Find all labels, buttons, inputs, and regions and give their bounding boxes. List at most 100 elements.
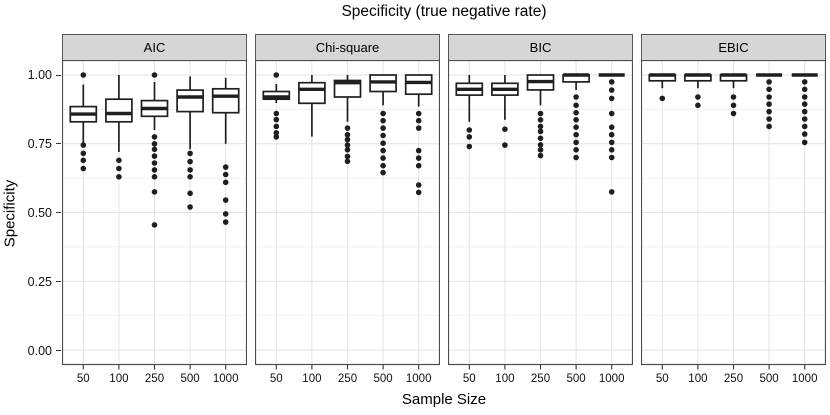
x-tick-label: 500: [760, 373, 779, 385]
boxplot-BIC-50: [455, 75, 484, 150]
outlier-point: [151, 141, 158, 147]
outlier-point: [730, 110, 737, 117]
y-tick-mark: [56, 349, 61, 351]
boxplot-BIC-500: [562, 73, 590, 161]
outlier-point: [344, 158, 351, 165]
y-tick-label: 0.00: [27, 343, 52, 358]
y-tick-mark: [56, 143, 61, 145]
outlier-point: [273, 72, 280, 78]
facet-plot-ebic: 50 100 250 500 1000: [641, 60, 826, 395]
outlier-point: [608, 139, 615, 146]
outlier-point: [222, 197, 229, 203]
outlier-point: [766, 86, 772, 93]
outlier-point: [801, 108, 808, 115]
outlier-point: [537, 152, 544, 159]
box: [176, 89, 204, 113]
outlier-point: [608, 124, 615, 130]
boxplot-BIC-250: [526, 74, 555, 159]
boxplot-EBIC-250: [719, 73, 748, 117]
outlier-point: [187, 158, 193, 165]
outlier-point: [659, 95, 666, 102]
panel-BIC: 50 100 250 500 1000: [448, 60, 633, 385]
outlier-point: [695, 102, 701, 109]
y-tick-mark: [56, 74, 61, 76]
outlier-point: [80, 142, 87, 148]
x-tick-label: 50: [463, 373, 476, 385]
facet-strip-bic: BIC: [448, 34, 633, 61]
outlier-point: [608, 147, 615, 153]
outlier-point: [537, 135, 544, 142]
facet-aic: AIC 50 100 250 500 1000: [62, 34, 247, 395]
x-tick-label: 100: [495, 373, 514, 385]
boxplot-AIC-1000: [211, 77, 240, 225]
outlier-point: [502, 142, 508, 148]
outlier-point: [380, 155, 386, 161]
y-tick-label: 1.00: [27, 68, 52, 82]
outlier-point: [766, 94, 772, 100]
outlier-point: [273, 130, 280, 136]
outlier-point: [222, 219, 229, 225]
x-tick-label: 100: [302, 373, 321, 385]
boxplot-EBIC-100: [684, 73, 712, 109]
boxplot-Chi-square-100: [298, 75, 326, 137]
outlier-point: [801, 123, 808, 130]
box: [105, 98, 133, 123]
outlier-point: [537, 142, 544, 148]
panel-border: [62, 60, 247, 366]
boxplot-BIC-100: [491, 75, 519, 148]
outlier-point: [537, 128, 544, 135]
outlier-point: [415, 182, 422, 188]
outlier-point: [380, 132, 386, 139]
outlier-point: [801, 139, 808, 146]
outlier-point: [344, 125, 351, 131]
facet-strip-chi-square: Chi-square: [255, 34, 440, 61]
outlier-point: [573, 102, 579, 109]
x-tick-label: 500: [374, 373, 393, 385]
outlier-point: [766, 79, 772, 85]
outlier-point: [573, 139, 579, 146]
outlier-point: [608, 189, 615, 195]
boxplot-AIC-100: [105, 75, 133, 180]
boxplot-Chi-square-250: [333, 75, 362, 165]
x-tick-label: 100: [688, 373, 707, 385]
outlier-point: [573, 147, 579, 153]
outlier-point: [801, 116, 808, 122]
outlier-point: [380, 117, 386, 124]
outlier-point: [466, 127, 473, 133]
x-tick-label: 250: [724, 373, 743, 385]
outlier-point: [466, 134, 473, 140]
outlier-point: [380, 140, 386, 146]
chart-title: Specificity (true negative rate): [341, 3, 547, 20]
facet-plot-aic: 50 100 250 500 1000: [62, 60, 247, 395]
facet-ebic: EBIC 50 100 250 500 1000: [641, 34, 826, 395]
outlier-point: [116, 165, 122, 172]
outlier-point: [801, 79, 808, 85]
x-tick-label: 50: [77, 373, 90, 385]
panel-border: [448, 60, 633, 366]
boxplot-Chi-square-50: [262, 72, 291, 140]
x-tick-label: 50: [656, 373, 669, 385]
outlier-point: [222, 164, 229, 170]
outlier-point: [151, 167, 158, 173]
outlier-point: [222, 171, 229, 178]
outlier-point: [730, 102, 737, 109]
outlier-point: [608, 110, 615, 117]
box: [333, 79, 362, 98]
facet-plot-chi-square: 50 100 250 500 1000: [255, 60, 440, 395]
outlier-point: [537, 147, 544, 153]
boxplot-EBIC-50: [648, 73, 677, 102]
outlier-point: [151, 174, 158, 180]
outlier-point: [801, 94, 808, 100]
outlier-point: [151, 189, 158, 195]
outlier-point: [415, 155, 422, 161]
outlier-point: [151, 160, 158, 166]
boxplot-AIC-250: [140, 72, 169, 228]
x-tick-label: 1000: [792, 373, 818, 385]
outlier-point: [380, 162, 386, 169]
outlier-point: [380, 147, 386, 154]
boxplot-AIC-500: [176, 76, 204, 210]
outlier-point: [380, 110, 386, 117]
box: [404, 74, 433, 96]
outlier-point: [537, 110, 544, 117]
outlier-point: [80, 150, 87, 157]
